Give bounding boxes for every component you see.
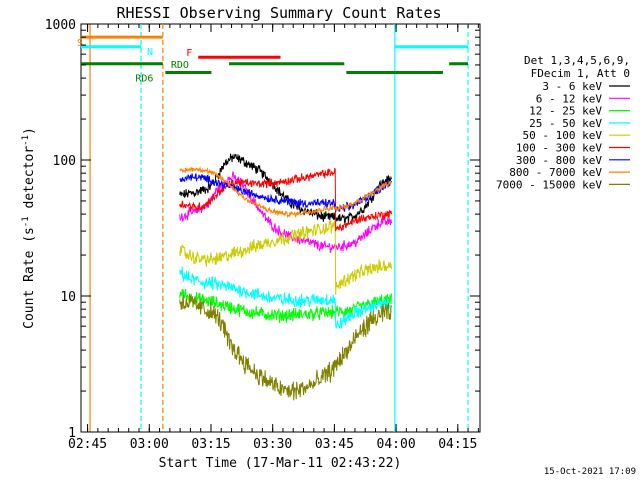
flag-label-rd6: RD6 (135, 73, 153, 84)
x-tick-label-1: 03:00 (130, 437, 169, 452)
y-tick-label-2: 100 (53, 154, 76, 169)
flag-label-n: N (147, 47, 153, 58)
series-line-7 (179, 165, 392, 219)
y-tick-labels: 1 10 100 1000 (45, 18, 76, 441)
flag-label-f: F (186, 48, 192, 59)
flag-label-s: S (77, 38, 83, 49)
legend: Det 1,3,4,5,6,9, FDecim 1, Att 0 3 - 6 k… (496, 54, 630, 191)
x-tick-label-5: 04:00 (377, 437, 416, 452)
x-tick-label-2: 03:15 (191, 437, 230, 452)
generation-timestamp: 15-Oct-2021 17:09 (544, 467, 636, 477)
y-axis-label: Count Rate (s-1 detector-1) (21, 127, 37, 329)
x-tick-labels: 02:45 03:00 03:15 03:30 03:45 04:00 04:15 (68, 437, 477, 452)
legend-label-6: 300 - 800 keV (516, 154, 602, 167)
plot-frame (80, 23, 481, 433)
series-line-3 (179, 266, 392, 330)
legend-label-5: 100 - 300 keV (516, 142, 602, 155)
legend-header-line-1: Det 1,3,4,5,6,9, (524, 54, 630, 67)
legend-label-4: 50 - 100 keV (523, 129, 603, 142)
chart-title: RHESSI Observing Summary Count Rates (116, 4, 441, 22)
x-tick-label-0: 02:45 (68, 437, 107, 452)
x-tick-label-4: 03:45 (315, 437, 354, 452)
legend-label-2: 12 - 25 keV (529, 105, 602, 118)
series-lines (179, 153, 392, 401)
legend-label-1: 6 - 12 keV (536, 92, 603, 105)
x-tick-label-3: 03:30 (253, 437, 292, 452)
legend-label-0: 3 - 6 keV (542, 80, 602, 93)
y-tick-label-1: 10 (60, 290, 76, 305)
x-axis-label: Start Time (17-Mar-11 02:43:22) (159, 456, 402, 471)
series-line-2 (179, 288, 392, 324)
legend-label-8: 7000 - 15000 keV (496, 178, 602, 191)
series-line-4 (179, 220, 392, 295)
legend-header-line-2: FDecim 1, Att 0 (531, 67, 630, 80)
x-tick-label-6: 04:15 (438, 437, 477, 452)
y-tick-label-0: 1 (68, 426, 76, 441)
y-tick-label-3: 1000 (45, 18, 76, 33)
event-marker-lines (89, 24, 469, 432)
series-line-5 (179, 167, 392, 233)
legend-label-7: 800 - 7000 keV (509, 166, 602, 179)
flag-label-rdo: RDO (171, 60, 189, 71)
legend-label-3: 25 - 50 keV (529, 117, 602, 130)
series-line-8 (179, 293, 392, 401)
axis-ticks (81, 23, 480, 433)
